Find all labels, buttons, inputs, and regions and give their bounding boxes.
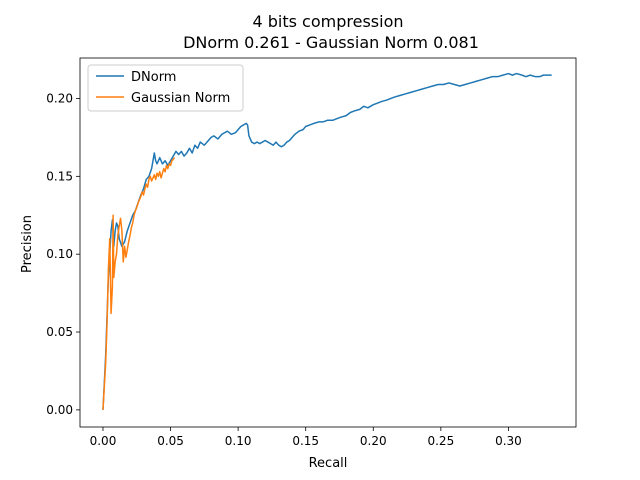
chart-title: 4 bits compression xyxy=(252,12,403,31)
plot-area: 0.00 0.05 0.10 0.15 0.20 0.25 0.30 0.00 0.05 0.10… xyxy=(46,57,577,448)
legend-label-gaussian-norm: Gaussian Norm xyxy=(131,91,230,106)
y-tick-label: 0.20 xyxy=(46,91,73,105)
y-tick-label: 0.10 xyxy=(46,247,73,261)
chart-subtitle: DNorm 0.261 - Gaussian Norm 0.081 xyxy=(183,33,479,52)
x-tick-label: 0.10 xyxy=(225,434,252,448)
x-tick-label: 0.20 xyxy=(360,434,387,448)
axes-frame xyxy=(79,57,577,428)
y-tick-label: 0.00 xyxy=(46,403,73,417)
y-tick-label: 0.15 xyxy=(46,169,73,183)
x-tick-label: 0.05 xyxy=(157,434,184,448)
y-axis-label: Precision xyxy=(20,215,35,273)
x-tick-label: 0.00 xyxy=(90,434,117,448)
legend-label-dnorm: DNorm xyxy=(131,70,176,85)
legend: DNorm Gaussian Norm xyxy=(87,64,244,112)
x-tick-label: 0.25 xyxy=(427,434,454,448)
x-axis-label: Recall xyxy=(309,456,348,471)
legend-box xyxy=(87,64,244,112)
series-line-dnorm xyxy=(102,72,552,410)
y-tick-label: 0.05 xyxy=(46,325,73,339)
x-tick-label: 0.30 xyxy=(495,434,522,448)
series-line-gaussian-norm xyxy=(102,157,176,410)
x-tick-label: 0.15 xyxy=(292,434,319,448)
